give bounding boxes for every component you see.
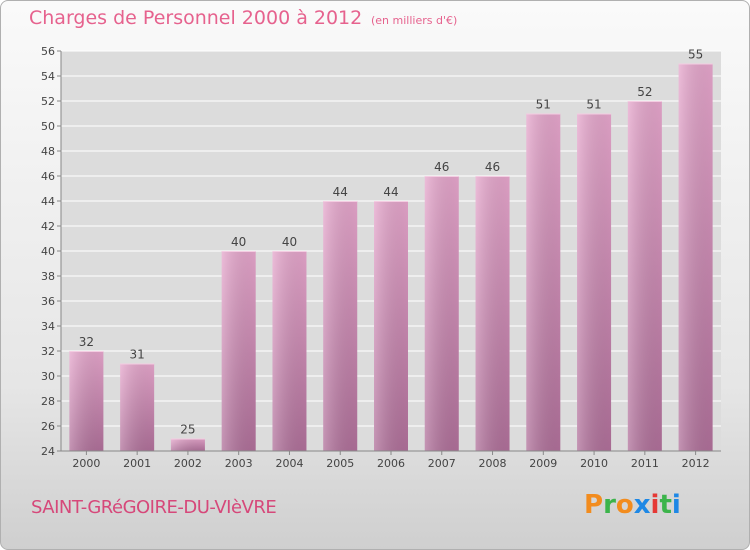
data-label: 46 [434,160,449,174]
bar-shade [221,251,256,451]
logo-letter: t [659,490,672,520]
y-tick-label: 32 [41,345,55,358]
y-tick-label: 30 [41,370,55,383]
bar-shade [475,176,510,451]
data-label: 44 [383,185,398,199]
chart-subtitle: (en milliers d'€) [371,14,458,27]
y-tick-label: 38 [41,270,55,283]
logo-letter: r [603,490,616,520]
data-label: 25 [180,423,195,437]
data-label: 40 [282,235,297,249]
location-name: SAINT-GRéGOIRE-DU-VIèVRE [31,497,277,518]
y-tick-label: 52 [41,95,55,108]
bar-shade [374,201,408,451]
bar-shade [577,113,612,451]
data-label: 55 [688,48,703,62]
logo-letter: P [584,490,604,520]
y-tick-label: 28 [41,395,55,408]
bar-shade [424,176,459,451]
x-tick-label: 2005 [326,457,354,470]
y-tick-label: 56 [41,45,55,58]
bar-shade [69,351,104,451]
bar-shade [272,251,307,451]
x-tick-label: 2006 [377,457,405,470]
x-tick-label: 2002 [174,457,202,470]
y-tick-label: 40 [41,245,55,258]
y-tick-label: 34 [41,320,55,333]
data-label: 44 [333,185,348,199]
bar-shade [526,113,561,451]
y-tick-label: 50 [41,120,55,133]
y-tick-label: 36 [41,295,55,308]
y-tick-label: 46 [41,170,55,183]
logo-letter: o [615,490,634,520]
data-label: 52 [637,85,652,99]
data-label: 31 [130,348,145,362]
x-tick-label: 2007 [428,457,456,470]
data-label: 46 [485,160,500,174]
proxiti-logo[interactable]: Proxiti [584,490,681,520]
bar-shade [323,201,358,451]
y-tick-label: 44 [41,195,55,208]
y-tick-label: 42 [41,220,55,233]
bar-shade [627,101,662,451]
logo-letter: i [671,490,681,520]
logo-letter: x [633,490,651,520]
chart-title: Charges de Personnel 2000 à 2012 [29,7,363,29]
data-label: 51 [586,98,601,112]
x-tick-label: 2008 [479,457,507,470]
x-tick-label: 2004 [275,457,303,470]
bar-shade [678,63,713,451]
x-tick-label: 2010 [580,457,608,470]
x-tick-label: 2003 [225,457,253,470]
y-tick-label: 24 [41,445,55,458]
data-label: 51 [536,98,551,112]
x-tick-label: 2000 [72,457,100,470]
bar-shade [170,438,205,451]
logo-letter: i [650,490,660,520]
y-tick-label: 26 [41,420,55,433]
y-tick-label: 54 [41,70,55,83]
bar-shade [120,363,155,451]
x-tick-label: 2012 [682,457,710,470]
data-label: 32 [79,335,94,349]
x-tick-label: 2009 [529,457,557,470]
x-tick-label: 2001 [123,457,151,470]
data-label: 40 [231,235,246,249]
x-tick-label: 2011 [631,457,659,470]
y-tick-label: 48 [41,145,55,158]
